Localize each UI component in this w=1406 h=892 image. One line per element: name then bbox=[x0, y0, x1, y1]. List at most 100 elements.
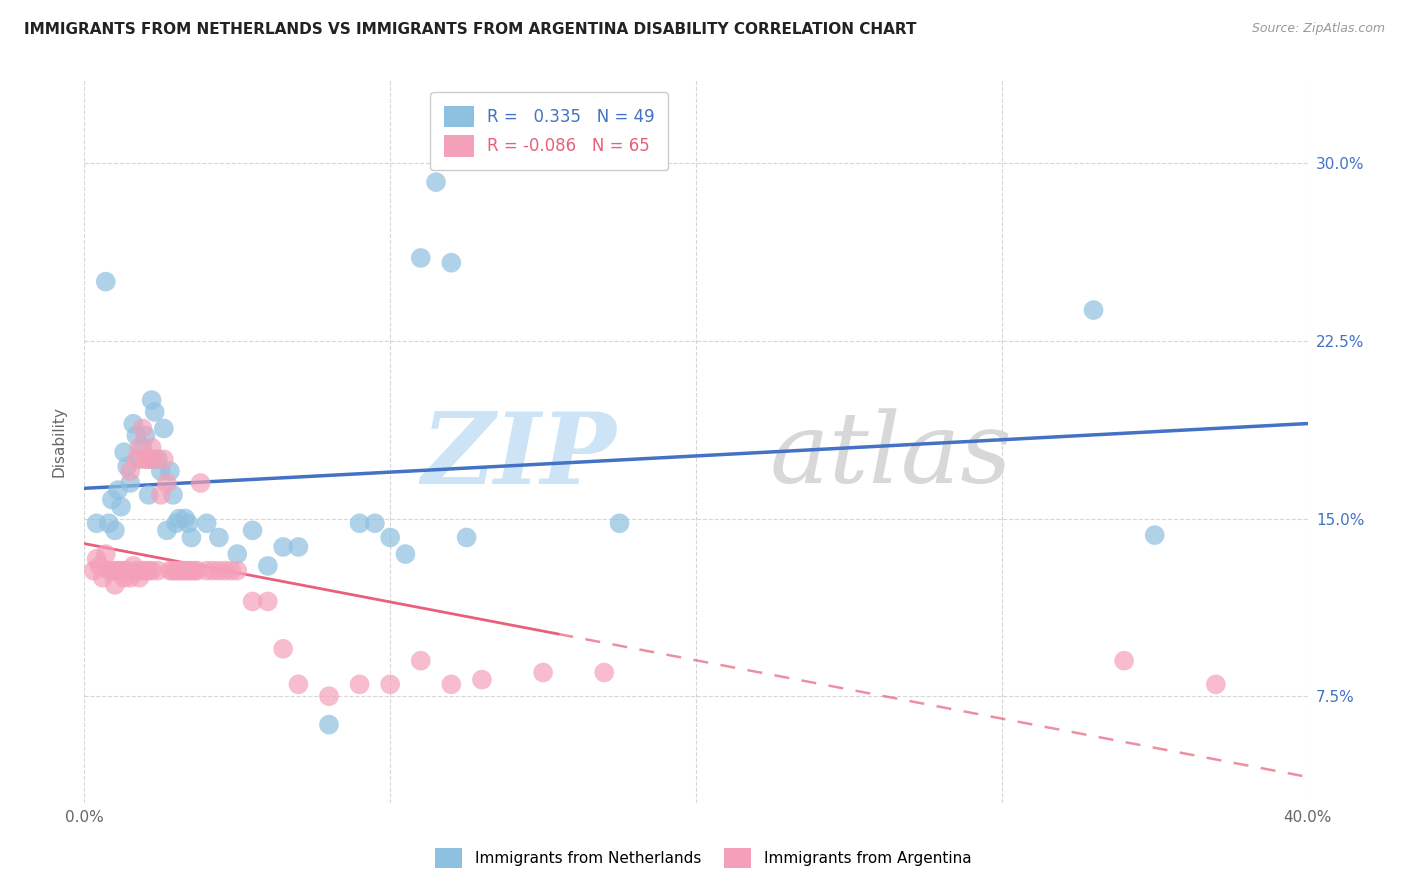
Point bbox=[440, 255, 463, 269]
Point bbox=[115, 564, 138, 578]
Legend: Immigrants from Netherlands, Immigrants from Argentina: Immigrants from Netherlands, Immigrants … bbox=[429, 842, 977, 873]
Point bbox=[91, 571, 114, 585]
Point bbox=[318, 689, 340, 703]
Point bbox=[101, 564, 124, 578]
Point bbox=[97, 564, 120, 578]
Point bbox=[219, 564, 242, 578]
Point bbox=[141, 393, 163, 408]
Point bbox=[380, 677, 402, 691]
Point bbox=[409, 654, 432, 668]
Point bbox=[242, 594, 264, 608]
Point bbox=[287, 540, 309, 554]
Point bbox=[180, 564, 202, 578]
Point bbox=[1205, 677, 1227, 691]
Point bbox=[349, 677, 371, 691]
Point bbox=[104, 564, 127, 578]
Point bbox=[110, 564, 132, 578]
Text: ZIP: ZIP bbox=[422, 408, 616, 504]
Point bbox=[156, 475, 179, 490]
Point bbox=[165, 516, 187, 531]
Point bbox=[208, 564, 231, 578]
Point bbox=[101, 492, 124, 507]
Point bbox=[112, 445, 135, 459]
Point bbox=[135, 452, 157, 467]
Y-axis label: Disability: Disability bbox=[51, 406, 66, 477]
Point bbox=[226, 564, 249, 578]
Point bbox=[159, 464, 181, 478]
Point bbox=[1143, 528, 1166, 542]
Point bbox=[609, 516, 631, 531]
Point bbox=[120, 571, 142, 585]
Point bbox=[128, 571, 150, 585]
Point bbox=[146, 452, 169, 467]
Point bbox=[287, 677, 309, 691]
Point bbox=[177, 564, 200, 578]
Point bbox=[349, 516, 371, 531]
Point bbox=[195, 564, 218, 578]
Point bbox=[471, 673, 494, 687]
Point bbox=[107, 564, 129, 578]
Point bbox=[94, 275, 117, 289]
Point bbox=[318, 717, 340, 731]
Point bbox=[195, 516, 218, 531]
Point bbox=[174, 511, 197, 525]
Point bbox=[257, 594, 280, 608]
Point bbox=[257, 558, 280, 573]
Point bbox=[89, 558, 111, 573]
Point bbox=[167, 511, 190, 525]
Point bbox=[190, 475, 212, 490]
Point bbox=[122, 417, 145, 431]
Point bbox=[138, 452, 160, 467]
Point bbox=[94, 547, 117, 561]
Point bbox=[186, 564, 208, 578]
Point bbox=[183, 564, 205, 578]
Point bbox=[165, 564, 187, 578]
Point bbox=[125, 452, 148, 467]
Point bbox=[112, 571, 135, 585]
Point bbox=[153, 421, 176, 435]
Point bbox=[149, 488, 172, 502]
Point bbox=[131, 421, 153, 435]
Point bbox=[214, 564, 236, 578]
Point bbox=[141, 564, 163, 578]
Point bbox=[128, 441, 150, 455]
Point bbox=[593, 665, 616, 680]
Point bbox=[1114, 654, 1136, 668]
Point bbox=[177, 516, 200, 531]
Point bbox=[135, 428, 157, 442]
Point bbox=[104, 578, 127, 592]
Point bbox=[208, 531, 231, 545]
Point bbox=[1083, 303, 1105, 318]
Point bbox=[141, 452, 163, 467]
Point bbox=[107, 483, 129, 497]
Point bbox=[131, 441, 153, 455]
Point bbox=[201, 564, 224, 578]
Point bbox=[138, 488, 160, 502]
Point bbox=[242, 524, 264, 538]
Point bbox=[174, 564, 197, 578]
Point bbox=[271, 641, 294, 656]
Point bbox=[86, 551, 108, 566]
Point bbox=[120, 464, 142, 478]
Point bbox=[149, 464, 172, 478]
Text: Source: ZipAtlas.com: Source: ZipAtlas.com bbox=[1251, 22, 1385, 36]
Point bbox=[97, 516, 120, 531]
Point bbox=[146, 564, 169, 578]
Point bbox=[143, 405, 166, 419]
Point bbox=[125, 564, 148, 578]
Point bbox=[128, 452, 150, 467]
Point bbox=[138, 564, 160, 578]
Point bbox=[162, 564, 184, 578]
Legend: R =   0.335   N = 49, R = -0.086   N = 65: R = 0.335 N = 49, R = -0.086 N = 65 bbox=[430, 92, 668, 170]
Point bbox=[167, 564, 190, 578]
Point bbox=[156, 524, 179, 538]
Text: atlas: atlas bbox=[769, 409, 1012, 504]
Point bbox=[83, 564, 105, 578]
Point bbox=[172, 564, 194, 578]
Point bbox=[153, 452, 176, 467]
Point bbox=[122, 558, 145, 573]
Point bbox=[531, 665, 554, 680]
Point bbox=[141, 441, 163, 455]
Point bbox=[120, 475, 142, 490]
Point bbox=[162, 488, 184, 502]
